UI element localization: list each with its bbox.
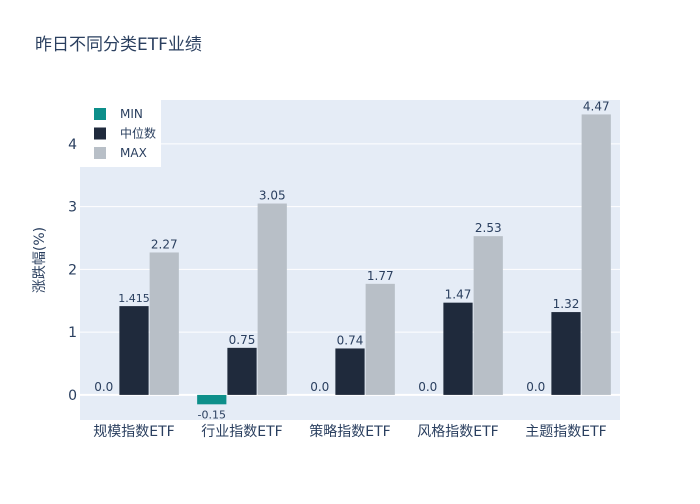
- data-label: 2.27: [151, 237, 178, 251]
- legend-items: MIN 中位数 MAX: [94, 107, 156, 160]
- data-label: -0.15: [198, 408, 226, 421]
- bar-3-1: [443, 302, 473, 395]
- legend-swatch: [94, 147, 106, 159]
- data-label: 0.75: [229, 333, 256, 347]
- bar-3-2: [473, 236, 503, 395]
- data-label: 3.05: [259, 189, 286, 203]
- bar-2-1: [335, 348, 365, 395]
- y-tick-label: 4: [68, 137, 77, 153]
- y-tick-label: 2: [68, 262, 77, 278]
- data-label: 2.53: [475, 221, 502, 235]
- bar-1-1: [227, 347, 257, 395]
- bar-4-1: [551, 312, 581, 395]
- x-axis-ticks: 规模指数ETF 行业指数ETF 策略指数ETF 风格指数ETF 主题指数ETF: [93, 423, 606, 440]
- legend-label: MIN: [120, 107, 143, 121]
- y-tick-label: 0: [68, 388, 77, 404]
- x-tick-label: 行业指数ETF: [201, 424, 282, 440]
- legend: MIN 中位数 MAX: [80, 100, 161, 167]
- bars: [119, 114, 611, 405]
- x-tick-label: 主题指数ETF: [525, 424, 606, 440]
- y-tick-label: 1: [68, 325, 77, 341]
- bar-2-2: [365, 283, 395, 395]
- legend-swatch: [94, 108, 106, 120]
- legend-swatch: [94, 127, 106, 140]
- x-tick-label: 风格指数ETF: [417, 424, 498, 440]
- data-label: 1.47: [445, 288, 472, 302]
- y-tick-label: 3: [68, 200, 77, 216]
- x-tick-label: 策略指数ETF: [309, 423, 390, 440]
- data-label: 0.74: [337, 333, 364, 347]
- y-axis-ticks: 0 1 2 3 4: [68, 137, 77, 404]
- chart-title: 昨日不同分类ETF业绩: [35, 35, 202, 55]
- data-labels: 0.0 1.415 2.27 -0.15 0.75 3.05 0.0 0.74 1.77 0.0 1…: [94, 99, 609, 421]
- legend-label: MAX: [120, 146, 147, 160]
- data-label: 0.0: [418, 380, 437, 394]
- y-axis-title: 涨跌幅(%): [32, 227, 48, 293]
- legend-background: [80, 100, 161, 167]
- data-label: 4.47: [583, 99, 610, 113]
- legend-label: 中位数: [120, 126, 156, 141]
- bar-4-2: [581, 114, 611, 395]
- data-label: 0.0: [94, 380, 113, 394]
- x-tick-label: 规模指数ETF: [93, 424, 174, 440]
- bar-1-2: [257, 203, 287, 395]
- bar-0-1: [119, 306, 149, 395]
- data-label: 0.0: [526, 380, 545, 394]
- data-label: 1.415: [118, 292, 150, 305]
- bar-1-0: [197, 394, 227, 405]
- bar-0-2: [149, 252, 179, 395]
- data-label: 1.32: [553, 297, 580, 311]
- data-label: 0.0: [310, 380, 329, 394]
- data-label: 1.77: [367, 269, 394, 283]
